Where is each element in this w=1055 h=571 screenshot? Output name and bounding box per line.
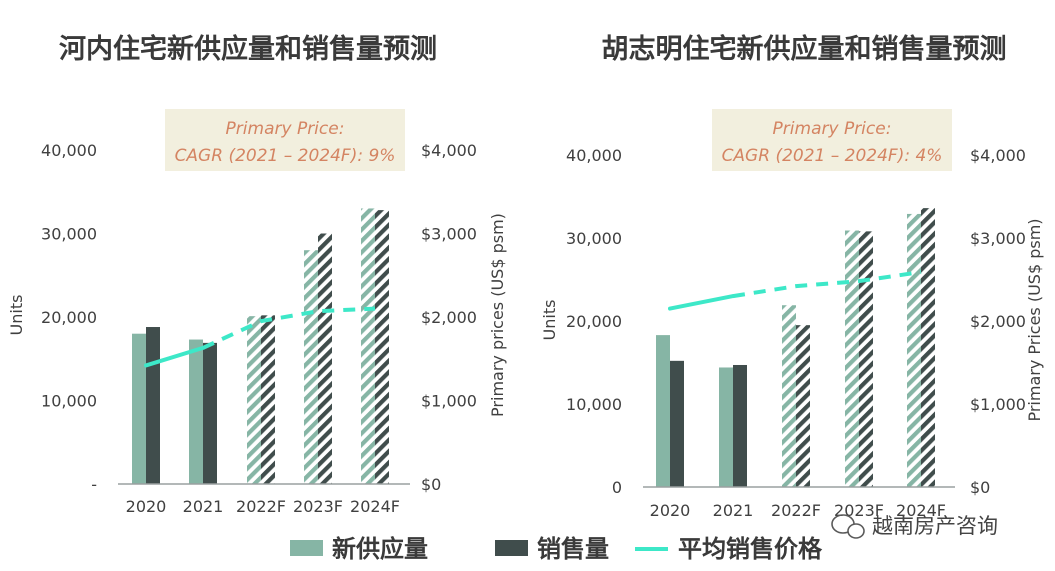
x-tick-label: 2021	[713, 501, 754, 520]
watermark-text: 越南房产咨询	[872, 514, 998, 538]
supply-bar	[361, 208, 375, 484]
supply-bar	[304, 250, 318, 484]
price-line-solid	[144, 345, 205, 368]
legend-swatch-supply	[290, 540, 323, 556]
supply-bar	[656, 335, 670, 487]
chart-title: 胡志明住宅新供应量和销售量预测	[602, 33, 1007, 65]
supply-bar	[132, 333, 146, 484]
sales-bar	[859, 231, 873, 487]
sales-bar	[921, 208, 935, 487]
sales-bar	[261, 315, 275, 484]
supply-bar	[719, 367, 733, 487]
annotation-line-1: Primary Price:	[226, 119, 345, 139]
x-tick-label: 2021	[183, 497, 224, 516]
x-tick-label: 2023F	[293, 497, 343, 516]
y-tick-label: 0	[612, 478, 622, 497]
x-tick-label: 2024F	[896, 501, 946, 520]
y-tick-label: 40,000	[566, 146, 622, 165]
x-tick-label: 2022F	[236, 497, 286, 516]
sales-bar	[203, 342, 217, 484]
annotation-box	[165, 109, 405, 171]
sales-bar	[146, 327, 160, 484]
y-tick-label: 30,000	[566, 229, 622, 248]
wechat-icon-bubble	[847, 523, 865, 539]
y-tick-label: 20,000	[41, 308, 97, 327]
annotation-line-2: CAGR (2021 – 2024F): 9%	[175, 146, 396, 166]
supply-bar	[189, 339, 203, 484]
legend-label-price: 平均销售价格	[678, 535, 823, 563]
y2-tick-label: $4,000	[970, 146, 1026, 165]
legend-label-sales: 销售量	[537, 535, 609, 563]
price-line-dashed	[202, 306, 376, 350]
y-tick-label: 30,000	[41, 225, 97, 244]
sales-bar	[375, 210, 389, 484]
sales-bar	[733, 364, 747, 487]
legend-swatch-sales	[495, 540, 528, 556]
annotation-line-2: CAGR (2021 – 2024F): 4%	[722, 146, 943, 166]
y-axis-label: Units	[7, 295, 26, 336]
x-tick-label: 2024F	[350, 497, 400, 516]
price-line-solid	[668, 294, 735, 311]
y-tick-label: 40,000	[41, 141, 97, 160]
y2-tick-label: $0	[421, 475, 441, 494]
y2-tick-label: $1,000	[421, 392, 477, 411]
sales-bar	[318, 233, 332, 484]
supply-bar	[907, 213, 921, 487]
annotation-line-1: Primary Price:	[773, 119, 892, 139]
supply-bar	[782, 305, 796, 487]
y-tick-label: 10,000	[566, 395, 622, 414]
y2-tick-label: $0	[970, 478, 990, 497]
y2-tick-label: $1,000	[970, 395, 1026, 414]
y2-tick-label: $3,000	[970, 229, 1026, 248]
y2-tick-label: $4,000	[421, 141, 477, 160]
chart-title: 河内住宅新供应量和销售量预测	[59, 33, 437, 65]
y2-tick-label: $2,000	[421, 308, 477, 327]
legend-label-supply: 新供应量	[332, 535, 428, 563]
y-tick-label: 20,000	[566, 312, 622, 331]
supply-bar	[247, 316, 261, 484]
supply-bar	[845, 230, 859, 487]
y-tick-label: 10,000	[41, 392, 97, 411]
y-axis-label: Units	[540, 300, 559, 341]
annotation-box	[712, 109, 952, 171]
x-tick-label: 2020	[650, 501, 691, 520]
sales-bar	[796, 325, 810, 487]
y2-tick-label: $2,000	[970, 312, 1026, 331]
price-line-dashed	[732, 270, 922, 299]
y-tick-label: -	[91, 475, 97, 494]
x-tick-label: 2022F	[771, 501, 821, 520]
x-tick-label: 2020	[126, 497, 167, 516]
y2-axis-label: Primary Prices (US$ psm)	[1025, 218, 1044, 421]
y2-axis-label: Primary prices (US$ psm)	[488, 213, 507, 417]
sales-bar	[670, 360, 684, 487]
y2-tick-label: $3,000	[421, 225, 477, 244]
